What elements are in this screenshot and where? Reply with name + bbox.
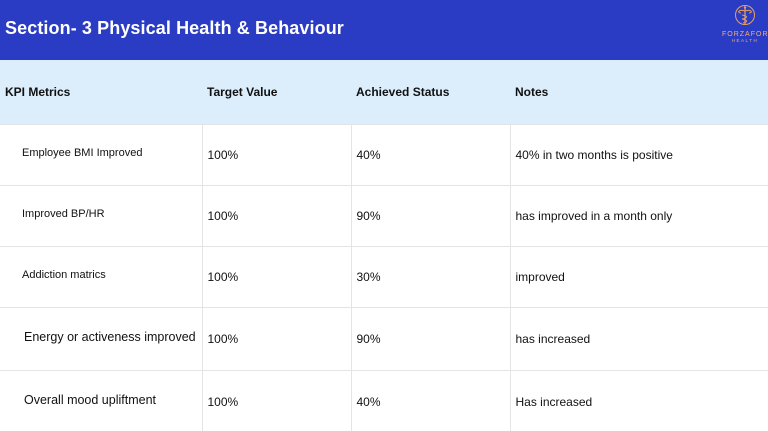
table-row: Addiction matrics 100% 30% improved	[0, 245, 768, 307]
brand-logo: FORZAFORMA HEALTH	[722, 4, 768, 56]
column-header-kpi-metrics: KPI Metrics	[5, 84, 71, 99]
kpi-metric-label: Improved BP/HR	[22, 207, 105, 220]
kpi-metric-label: Employee BMI Improved	[22, 146, 143, 159]
table-row: Improved BP/HR 100% 90% has improved in …	[0, 184, 768, 246]
column-header-achieved-status: Achieved Status	[356, 84, 450, 99]
achieved-status-cell: 90%	[350, 184, 510, 246]
caduceus-icon	[735, 5, 755, 25]
notes-cell: has increased	[509, 306, 768, 370]
achieved-status-cell: 40%	[350, 369, 510, 431]
column-header-notes: Notes	[515, 84, 549, 99]
target-value-cell: 100%	[201, 306, 351, 370]
kpi-metric-cell: Addiction matrics	[0, 245, 202, 307]
table-header-row: KPI Metrics Target Value Achieved Status…	[0, 60, 768, 124]
kpi-metric-cell: Overall mood upliftment	[0, 369, 202, 431]
kpi-metric-cell: Improved BP/HR	[0, 184, 202, 246]
notes-cell: has improved in a month only	[509, 184, 768, 246]
table-row: Overall mood upliftment 100% 40% Has inc…	[0, 369, 768, 431]
target-value-cell: 100%	[201, 369, 351, 431]
target-value-cell: 100%	[201, 184, 351, 246]
notes-cell: improved	[509, 245, 768, 307]
logo-wordmark: FORZAFORMA	[722, 31, 768, 38]
notes-cell: 40% in two months is positive	[509, 123, 768, 185]
column-header-target-value: Target Value	[207, 84, 278, 99]
target-value-cell: 100%	[201, 245, 351, 307]
achieved-status-cell: 30%	[350, 245, 510, 307]
kpi-metric-cell: Employee BMI Improved	[0, 123, 202, 185]
table-row: Energy or activeness improved 100% 90% h…	[0, 306, 768, 370]
slide-header: Section- 3 Physical Health & Behaviour F…	[0, 0, 768, 60]
target-value-cell: 100%	[201, 123, 351, 185]
achieved-status-cell: 90%	[350, 306, 510, 370]
table-row: Employee BMI Improved 100% 40% 40% in tw…	[0, 123, 768, 185]
kpi-metric-label: Energy or activeness improved	[24, 329, 196, 344]
kpi-metric-label: Overall mood upliftment	[24, 392, 157, 407]
notes-cell: Has increased	[509, 369, 768, 431]
kpi-metric-label: Addiction matrics	[22, 268, 106, 281]
logo-subtitle: HEALTH	[731, 38, 759, 43]
kpi-table: KPI Metrics Target Value Achieved Status…	[0, 60, 768, 431]
section-title: Section- 3 Physical Health & Behaviour	[5, 18, 344, 38]
kpi-metric-cell: Energy or activeness improved	[0, 306, 202, 370]
achieved-status-cell: 40%	[350, 123, 510, 185]
